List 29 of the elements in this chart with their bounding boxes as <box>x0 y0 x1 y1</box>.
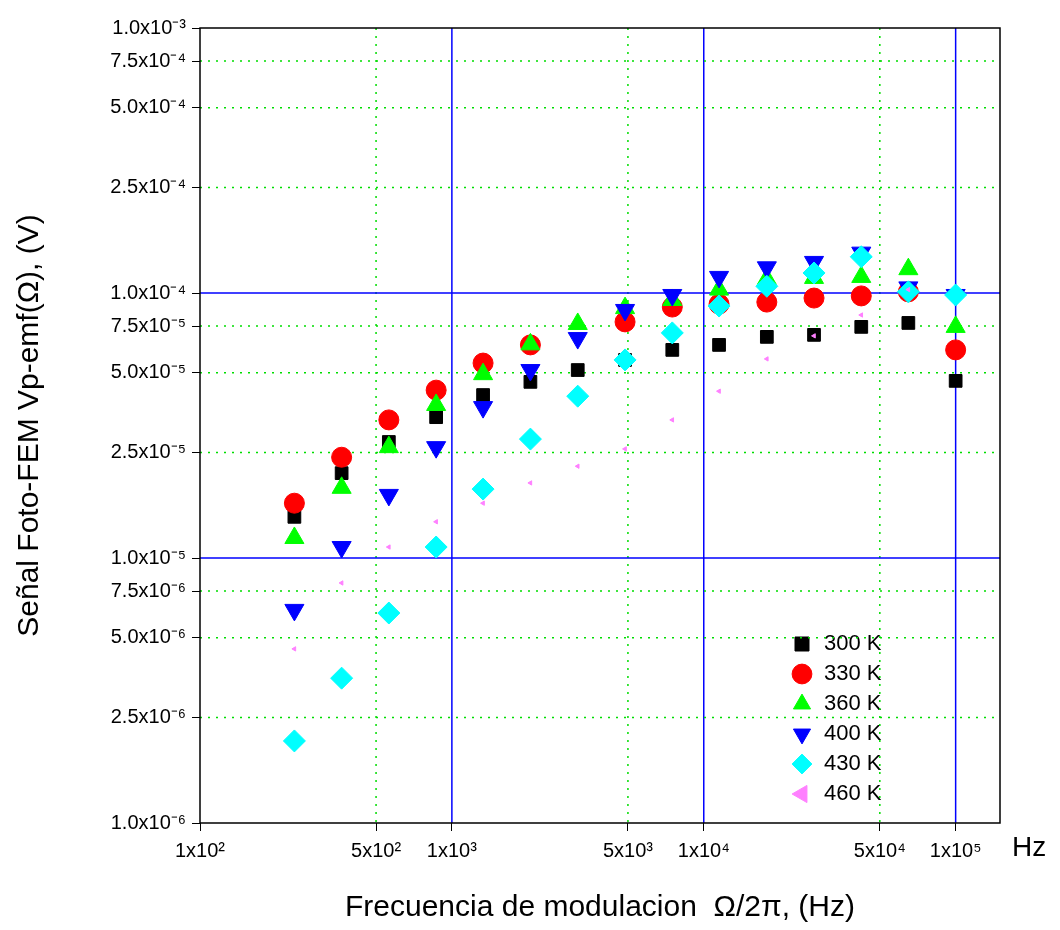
x-tick-label: 1x10² <box>174 838 226 861</box>
y-tick-label: 5.0x10⁻⁵ <box>110 360 186 383</box>
x-tick-label: 1x10³ <box>426 838 478 861</box>
y-tick-label: 1.0x10⁻⁵ <box>110 545 186 568</box>
y-tick-label: 1.0x10⁻⁶ <box>110 810 186 833</box>
y-tick-label: 7.5x10⁻⁶ <box>110 578 186 601</box>
x-tick-label: 5x10² <box>351 838 402 861</box>
x-tick-label: 1x10⁴ <box>677 838 730 861</box>
legend-label: 360 K <box>824 690 882 716</box>
x-tick-label: 5x10⁴ <box>853 838 906 861</box>
x-axis-title: Frecuencia de modulacion Ω/2π, (Hz) <box>345 889 855 923</box>
y-tick-label: 7.5x10⁻⁴ <box>110 48 186 71</box>
y-tick-label: 5.0x10⁻⁴ <box>110 95 186 118</box>
y-tick-label: 2.5x10⁻⁴ <box>110 175 186 198</box>
y-tick-label: 2.5x10⁻⁵ <box>110 440 186 463</box>
y-tick-label: 5.0x10⁻⁶ <box>110 625 186 648</box>
legend-label: 400 K <box>824 720 882 746</box>
legend-label: 460 K <box>824 780 882 806</box>
x-tick-label: 1x10⁵ <box>929 838 982 861</box>
text: Hz <box>1012 830 1047 862</box>
legend-label: 330 K <box>824 660 882 686</box>
x-tick-label: 5x10³ <box>602 838 654 861</box>
legend-label: 300 K <box>824 630 882 656</box>
y-tick-label: 1.0x10⁻³ <box>112 15 187 38</box>
legend-label: 430 K <box>824 750 882 776</box>
y-tick-label: 2.5x10⁻⁶ <box>110 705 186 728</box>
y-tick-label: 1.0x10⁻⁴ <box>110 280 186 303</box>
y-axis-title: Señal Foto-FEM Vp-emf(Ω), (V) <box>11 214 45 637</box>
y-tick-label: 7.5x10⁻⁵ <box>110 313 186 336</box>
